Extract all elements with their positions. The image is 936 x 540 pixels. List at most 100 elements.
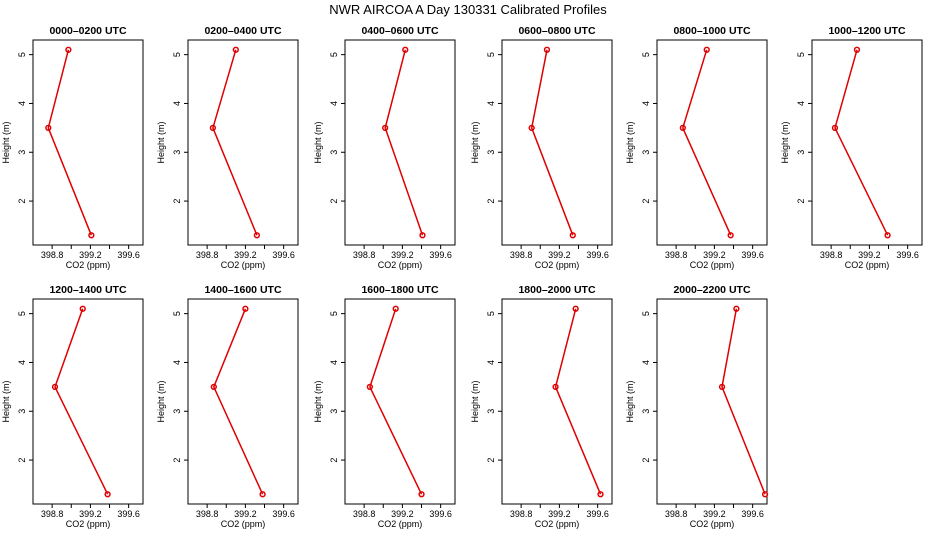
- x-tick-label: 399.6: [586, 250, 609, 260]
- profile-panel: 1200–1400 UTC 398.8 399.2 399.6 2 3 4 5 CO2 (ppm…: [1, 284, 144, 529]
- y-axis-label: Height (m): [625, 121, 635, 163]
- y-tick-label: 4: [172, 101, 182, 106]
- data-point: [79, 305, 86, 312]
- x-tick-label: 398.8: [353, 509, 376, 519]
- data-point: [853, 46, 861, 53]
- x-tick-label: 398.8: [665, 509, 688, 519]
- y-tick-label: 5: [17, 311, 27, 316]
- data-point: [528, 124, 535, 132]
- data-point: [104, 491, 111, 498]
- profile-panel: 1400–1600 UTC 398.8 399.2 399.6 2 3 4 5 CO2 (ppm…: [156, 284, 299, 529]
- panel-title: 1400–1600 UTC: [204, 284, 281, 296]
- panel-title: 0600–0800 UTC: [518, 25, 595, 37]
- data-point: [733, 305, 740, 312]
- y-axis-label: Height (m): [780, 121, 790, 163]
- x-axis-label: CO2 (ppm): [535, 519, 580, 529]
- x-tick-label: 398.8: [41, 509, 64, 519]
- y-tick-label: 5: [486, 52, 496, 57]
- data-point: [45, 124, 52, 132]
- y-tick-label: 4: [172, 360, 182, 365]
- y-tick-label: 4: [641, 360, 651, 365]
- data-point: [703, 46, 710, 53]
- data-point: [88, 232, 95, 239]
- y-axis-label: Height (m): [470, 121, 480, 163]
- y-axis-label: Height (m): [625, 380, 635, 422]
- y-axis-label: Height (m): [313, 121, 323, 163]
- plot-frame: [187, 39, 299, 246]
- panel-title: 0000–0200 UTC: [49, 25, 126, 37]
- data-point: [884, 232, 891, 239]
- plot-frame: [656, 298, 768, 505]
- profile-line: [554, 308, 602, 495]
- panels-grid: 0000–0200 UTC 398.8 399.2 399.6 2 3 4 5 CO2 (ppm…: [1, 25, 923, 529]
- x-axis-label: CO2 (ppm): [378, 260, 423, 270]
- y-tick-label: 4: [641, 101, 651, 106]
- y-tick-label: 3: [329, 409, 339, 414]
- y-tick-label: 4: [796, 101, 806, 106]
- profile-line: [369, 308, 423, 495]
- profile-line: [682, 49, 732, 236]
- plot-frame: [501, 39, 613, 246]
- y-axis-label: Height (m): [470, 380, 480, 422]
- data-point: [232, 46, 239, 53]
- data-point: [718, 383, 726, 391]
- panel-title: 1000–1200 UTC: [828, 25, 905, 37]
- profile-panel: 1600–1800 UTC 398.8 399.2 399.6 2 3 4 5 CO2 (ppm…: [313, 284, 456, 529]
- y-tick-label: 2: [641, 199, 651, 204]
- y-axis-label: Height (m): [1, 121, 11, 163]
- profile-panel: 1800–2000 UTC 398.8 399.2 399.6 2 3 4 5 CO2 (ppm…: [470, 284, 613, 529]
- x-tick-label: 399.2: [858, 250, 881, 260]
- y-axis-label: Height (m): [156, 121, 166, 163]
- plot-frame: [187, 298, 299, 505]
- y-tick-label: 3: [172, 409, 182, 414]
- panel-title: 1200–1400 UTC: [49, 284, 126, 296]
- x-tick-label: 399.6: [117, 509, 140, 519]
- data-point: [543, 46, 551, 53]
- y-tick-label: 4: [329, 101, 339, 106]
- y-tick-label: 2: [486, 458, 496, 463]
- data-point: [727, 232, 734, 239]
- y-tick-label: 5: [17, 52, 27, 57]
- y-tick-label: 3: [796, 150, 806, 155]
- y-tick-label: 2: [329, 199, 339, 204]
- x-tick-label: 399.2: [391, 250, 414, 260]
- y-tick-label: 4: [329, 360, 339, 365]
- plot-frame: [32, 39, 144, 246]
- y-tick-label: 3: [641, 409, 651, 414]
- x-tick-label: 399.2: [548, 250, 571, 260]
- data-point: [253, 232, 261, 239]
- x-axis-label: CO2 (ppm): [690, 519, 735, 529]
- data-point: [572, 305, 579, 312]
- profile-line: [47, 49, 92, 236]
- plot-frame: [344, 298, 456, 505]
- data-point: [382, 124, 389, 132]
- data-point: [51, 383, 59, 391]
- profile-line: [384, 49, 424, 236]
- y-tick-label: 5: [796, 52, 806, 57]
- panel-title: 1600–1800 UTC: [361, 284, 438, 296]
- profile-line: [54, 308, 109, 495]
- x-tick-label: 399.6: [896, 250, 919, 260]
- x-tick-label: 399.6: [272, 250, 295, 260]
- x-tick-label: 398.8: [353, 250, 376, 260]
- data-point: [761, 491, 769, 498]
- data-point: [366, 383, 374, 391]
- x-tick-label: 399.2: [234, 250, 257, 260]
- panel-title: 1800–2000 UTC: [518, 284, 595, 296]
- x-tick-label: 399.2: [234, 509, 257, 519]
- y-tick-label: 2: [17, 458, 27, 463]
- data-point: [242, 305, 249, 312]
- y-tick-label: 2: [172, 199, 182, 204]
- y-tick-label: 4: [486, 360, 496, 365]
- figure-title: NWR AIRCOA A Day 130331 Calibrated Profi…: [329, 2, 607, 17]
- x-axis-label: CO2 (ppm): [221, 519, 266, 529]
- y-tick-label: 5: [329, 52, 339, 57]
- x-tick-label: 399.6: [741, 250, 764, 260]
- panel-title: 0400–0600 UTC: [361, 25, 438, 37]
- data-point: [65, 46, 72, 53]
- panel-title: 0800–1000 UTC: [673, 25, 750, 37]
- profile-panel: 0800–1000 UTC 398.8 399.2 399.6 2 3 4 5 CO2 (ppm…: [625, 25, 768, 270]
- y-tick-label: 5: [172, 311, 182, 316]
- y-tick-label: 3: [172, 150, 182, 155]
- y-tick-label: 5: [641, 311, 651, 316]
